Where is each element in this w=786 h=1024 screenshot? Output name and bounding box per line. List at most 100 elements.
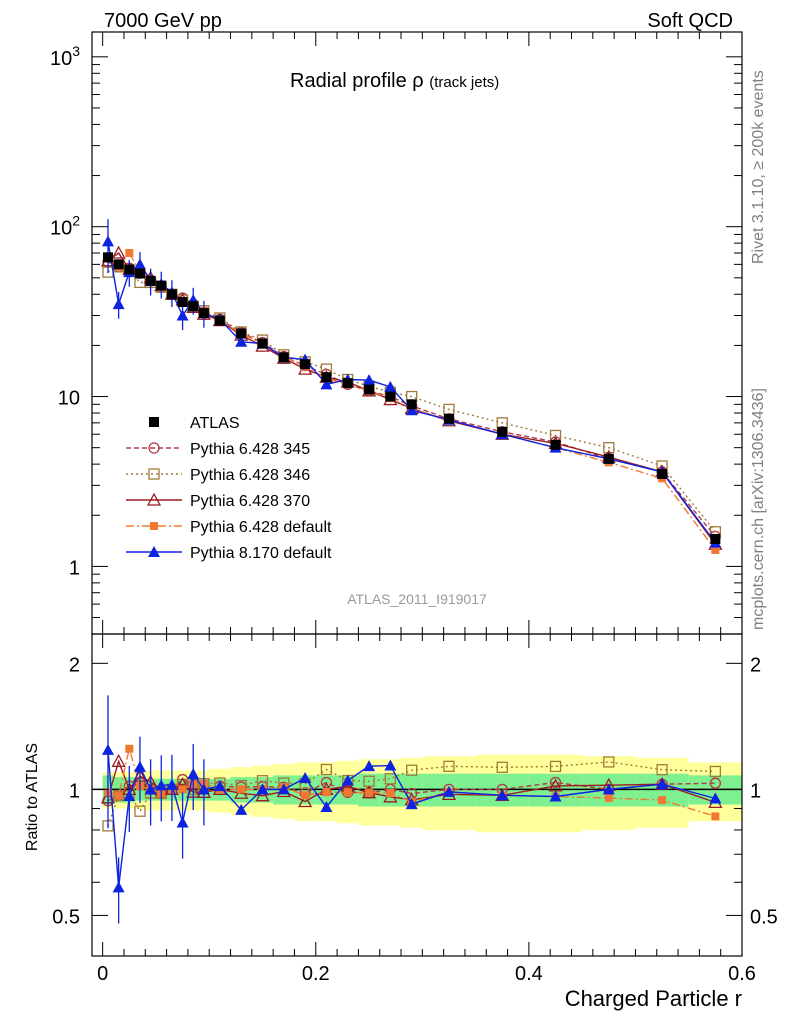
- pythia-6-428-346-ratio-point: [320, 763, 333, 776]
- legend-label: ATLAS: [190, 415, 240, 432]
- atlas-data-point: [321, 372, 332, 383]
- axis-tick-labels: 0 0.2 0.4 0.6 1 10 102 103 0.5 0.5 1 1 2 2: [50, 43, 778, 985]
- atlas-data-point: [156, 280, 167, 291]
- pythia-6-428-345-ratio-point: [549, 776, 562, 789]
- legend-label: Pythia 6.428 default: [190, 519, 332, 536]
- atlas-data-point: [134, 268, 145, 279]
- y-main-tick-label: 1: [69, 557, 80, 579]
- atlas-data-point: [364, 384, 375, 395]
- legend-marker: [146, 492, 162, 506]
- pythia-6-428-default-point: [711, 545, 720, 554]
- pythia-6-428-346-ratio-point: [656, 764, 668, 776]
- pythia-6-428-346-ratio-point: [496, 761, 508, 773]
- atlas-data-point: [497, 426, 508, 437]
- legend-label: Pythia 6.428 346: [190, 467, 310, 484]
- pythia-8-170-default-point: [133, 258, 146, 270]
- legend-marker: [150, 522, 158, 530]
- atlas-data-points: [102, 252, 721, 544]
- ratio-tick-label-right: 2: [750, 654, 761, 676]
- pythia-6-428-345-ratio-point: [320, 776, 333, 789]
- y-main-tick-label: 10: [58, 388, 80, 410]
- legend-label: Pythia 6.428 345: [190, 441, 310, 458]
- atlas-data-point: [257, 338, 268, 349]
- atlas-data-point: [113, 259, 124, 270]
- pythia-8-170-default-ratio-point: [213, 780, 226, 792]
- legend-marker: [148, 546, 160, 557]
- pythia-8-170-default-ratio-point: [405, 798, 418, 810]
- pythia-8-170-default-point: [363, 374, 376, 386]
- pythia-6-428-default-point: [125, 248, 134, 257]
- pythia-6-428-default-ratio-point: [114, 791, 123, 800]
- atlas-data-point: [145, 275, 156, 286]
- pythia-8-170-default-ratio-point: [256, 783, 269, 795]
- atlas-data-point: [406, 399, 417, 410]
- pythia-8-170-default-ratio-point: [123, 789, 136, 801]
- chart-title: Radial profile ρ (track jets): [290, 70, 499, 92]
- chart-title-text: Radial profile: [290, 70, 407, 92]
- atlas-data-point: [603, 453, 614, 464]
- pythia-6-428-default-ratio-point: [178, 785, 187, 794]
- legend: ATLAS Pythia 6.428 345 Pythia 6.428 346 Pyt…: [126, 415, 332, 562]
- pythia-8-170-default-ratio-point: [363, 760, 376, 772]
- pythia-8-170-default-point: [320, 378, 333, 390]
- pythia-6-428-346-ratio-point: [549, 760, 562, 773]
- pythia-8-170-default-ratio-point: [101, 743, 114, 755]
- atlas-data-point: [300, 359, 311, 370]
- ratio-tick-label-right: 0.5: [750, 906, 778, 928]
- chart-title-symbol: ρ: [412, 70, 423, 92]
- pythia-8-170-default-ratio-point: [442, 785, 455, 797]
- atlas-data-point: [385, 391, 396, 402]
- pythia-8-170-default-ratio-point: [176, 816, 189, 828]
- y-main-tick-label: 103: [50, 43, 80, 70]
- pythia-8-170-default-ratio-point: [197, 783, 210, 795]
- pythia-6-428-346-ratio-point: [134, 805, 146, 817]
- pythia-8-170-default-ratio-point: [341, 774, 354, 786]
- atlas-data-point: [710, 533, 721, 544]
- atlas-data-point: [124, 264, 135, 275]
- pythia-8-170-default-ratio-point: [320, 800, 333, 812]
- pythia-8-170-default-ratio-point: [549, 790, 562, 802]
- atlas-data-point: [214, 315, 225, 326]
- pythia-8-170-default-ratio-point: [496, 789, 509, 801]
- header-left-label: 7000 GeV pp: [104, 10, 222, 32]
- pythia-8-170-default-point: [235, 335, 248, 347]
- header-right-label: Soft QCD: [647, 10, 733, 32]
- pythia-8-170-default-ratio-point: [656, 778, 669, 790]
- ratio-tick-label-left: 2: [69, 654, 80, 676]
- legend-marker: [148, 468, 160, 480]
- legend-label: Pythia 6.428 370: [190, 493, 310, 510]
- side-label-mcplots: mcplots.cern.ch [arXiv:1306.3436]: [750, 388, 767, 630]
- pythia-6-428-370-ratio-point: [298, 794, 313, 808]
- x-tick-label: 0.6: [728, 963, 756, 985]
- pythia-6-428-370-point: [111, 245, 126, 259]
- pythia-6-428-345-ratio-point: [709, 777, 722, 789]
- x-tick-label: 0.2: [302, 963, 330, 985]
- x-tick-label: 0: [97, 963, 108, 985]
- pythia-8-170-default-ratio-point: [602, 783, 615, 795]
- chart-title-suffix: (track jets): [429, 74, 499, 91]
- pythia-6-428-default-ratio-point: [125, 744, 134, 753]
- pythia-6-428-346-ratio-point: [112, 789, 125, 802]
- atlas-data-point: [443, 413, 454, 424]
- pythia-6-428-default-ratio-point: [322, 788, 331, 797]
- ratio-tick-label-right: 1: [750, 780, 761, 802]
- pythia-8-170-default-ratio-point: [144, 783, 157, 795]
- pythia-6-428-default-ratio-point: [365, 788, 374, 797]
- atlas-data-point: [102, 252, 113, 263]
- pythia-8-170-default-point: [176, 309, 189, 321]
- pythia-8-170-default-ratio-point: [133, 760, 146, 772]
- pythia-6-428-370-ratio-point: [255, 788, 270, 802]
- y-main-tick-exponent: 3: [72, 43, 80, 59]
- y-axis-title-ratio: Ratio to ATLAS: [24, 743, 41, 851]
- legend-marker: [149, 417, 159, 427]
- pythia-8-170-default-ratio-point: [277, 783, 290, 795]
- y-main-tick-exponent: 2: [72, 213, 80, 229]
- pythia-6-428-default-ratio-point: [604, 794, 613, 803]
- pythia-8-170-default-ratio-point: [709, 792, 722, 804]
- atlas-data-point: [188, 301, 199, 312]
- side-label-rivet: Rivet 3.1.10, ≥ 200k events: [750, 70, 767, 264]
- pythia-6-428-346-ratio-point: [443, 760, 455, 772]
- atlas-data-point: [177, 297, 188, 308]
- pythia-6-428-default-ratio-point: [386, 789, 395, 798]
